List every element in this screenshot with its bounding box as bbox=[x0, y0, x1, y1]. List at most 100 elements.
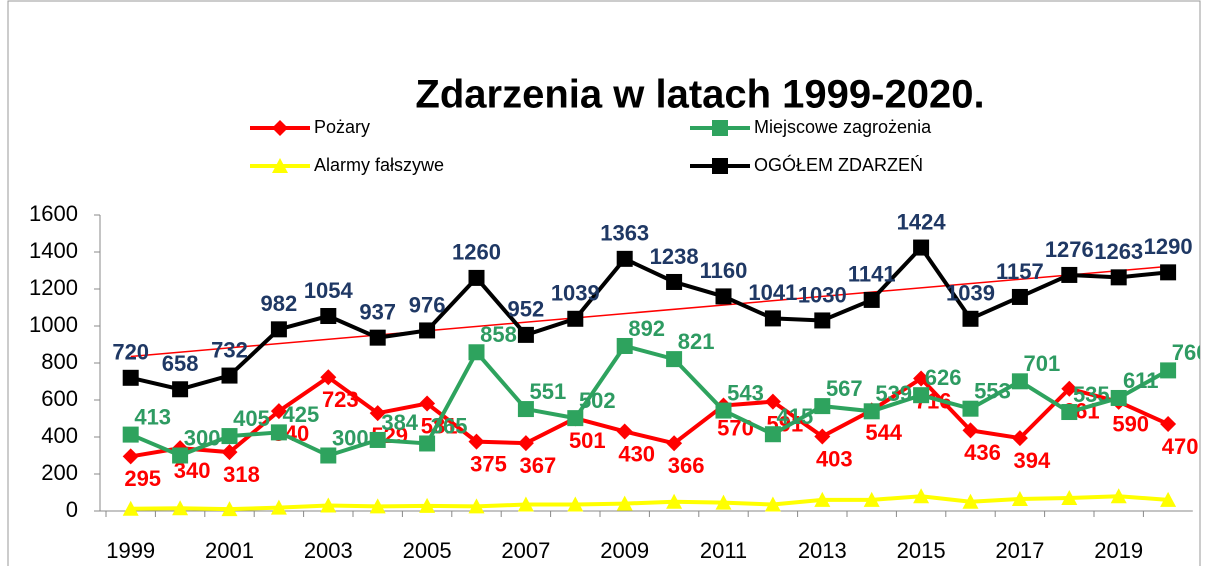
data-label: 1238 bbox=[650, 244, 699, 269]
point bbox=[616, 337, 633, 354]
point bbox=[715, 402, 732, 419]
data-label: 413 bbox=[134, 404, 171, 429]
x-tick-label: 2005 bbox=[403, 538, 452, 563]
data-label: 570 bbox=[717, 415, 754, 440]
point bbox=[270, 424, 287, 441]
data-label: 701 bbox=[1024, 351, 1061, 376]
point bbox=[863, 291, 880, 308]
point bbox=[270, 499, 287, 515]
data-label: 415 bbox=[777, 404, 814, 429]
point bbox=[468, 433, 485, 450]
point bbox=[1160, 491, 1177, 507]
x-tick-label: 2015 bbox=[897, 538, 946, 563]
data-label: 626 bbox=[925, 365, 962, 390]
point bbox=[567, 410, 584, 427]
y-tick-label: 800 bbox=[41, 349, 78, 374]
point bbox=[666, 435, 683, 452]
y-tick-label: 1400 bbox=[29, 238, 78, 263]
data-label: 976 bbox=[409, 292, 446, 317]
legend-label: Miejscowe zagrożenia bbox=[754, 117, 932, 137]
data-label: 982 bbox=[261, 291, 298, 316]
point bbox=[962, 493, 979, 509]
point bbox=[666, 351, 683, 368]
point bbox=[1160, 416, 1177, 433]
data-label: 295 bbox=[124, 466, 161, 491]
data-label: 1054 bbox=[304, 278, 354, 303]
point bbox=[814, 312, 831, 329]
data-label: 1157 bbox=[996, 259, 1044, 284]
point bbox=[1160, 362, 1177, 379]
point bbox=[172, 447, 189, 464]
data-label: 952 bbox=[508, 297, 545, 322]
legend-label: Pożary bbox=[314, 117, 370, 137]
data-label: 732 bbox=[211, 337, 248, 362]
data-label: 436 bbox=[964, 440, 1001, 465]
point bbox=[913, 488, 930, 504]
point bbox=[962, 422, 979, 439]
point bbox=[517, 401, 534, 418]
x-tick-label: 2009 bbox=[600, 538, 649, 563]
data-label: 1039 bbox=[551, 281, 600, 306]
point bbox=[666, 493, 683, 509]
point bbox=[1160, 264, 1177, 281]
point bbox=[567, 310, 584, 327]
point bbox=[764, 426, 781, 443]
point bbox=[221, 444, 238, 461]
point bbox=[369, 431, 386, 448]
point bbox=[369, 405, 386, 422]
data-label: 300 bbox=[332, 425, 369, 450]
data-label: 502 bbox=[579, 388, 616, 413]
data-label: 365 bbox=[431, 413, 468, 438]
data-label: 1030 bbox=[798, 282, 847, 307]
data-label: 544 bbox=[865, 420, 902, 445]
line bbox=[130, 244, 1169, 392]
point bbox=[172, 381, 189, 398]
point bbox=[468, 344, 485, 361]
legend-marker bbox=[712, 158, 728, 174]
point bbox=[764, 393, 781, 410]
point bbox=[1011, 430, 1028, 447]
point bbox=[517, 435, 534, 452]
point bbox=[320, 497, 337, 513]
point bbox=[122, 426, 139, 443]
chart-title: Zdarzenia w latach 1999-2020. bbox=[415, 73, 984, 117]
point bbox=[122, 369, 139, 386]
point bbox=[1061, 404, 1078, 421]
data-label: 567 bbox=[826, 376, 863, 401]
point bbox=[1061, 266, 1078, 283]
point bbox=[270, 321, 287, 338]
data-label: 1290 bbox=[1144, 234, 1193, 259]
point bbox=[814, 491, 831, 507]
y-tick-label: 1600 bbox=[29, 201, 78, 226]
data-label: 760 bbox=[1172, 340, 1208, 365]
data-label: 539 bbox=[875, 381, 912, 406]
point bbox=[270, 403, 287, 420]
point bbox=[962, 310, 979, 327]
y-tick-label: 1200 bbox=[29, 275, 78, 300]
point bbox=[616, 423, 633, 440]
point bbox=[863, 491, 880, 507]
point bbox=[715, 288, 732, 305]
point bbox=[814, 428, 831, 445]
data-label: 1141 bbox=[848, 262, 896, 287]
point bbox=[764, 496, 781, 512]
y-tick-label: 0 bbox=[66, 497, 78, 522]
x-tick-label: 2001 bbox=[205, 538, 254, 563]
point bbox=[468, 269, 485, 286]
point bbox=[1110, 488, 1127, 504]
point bbox=[419, 395, 436, 412]
data-label: 720 bbox=[112, 340, 149, 365]
x-tick-label: 2019 bbox=[1094, 538, 1143, 563]
point bbox=[517, 326, 534, 343]
point bbox=[913, 370, 930, 387]
x-tick-label: 1999 bbox=[106, 538, 155, 563]
data-label: 1041 bbox=[748, 280, 797, 305]
point bbox=[863, 403, 880, 420]
data-label: 403 bbox=[816, 446, 853, 471]
data-label: 553 bbox=[974, 379, 1011, 404]
data-label: 300 bbox=[184, 425, 221, 450]
y-tick-label: 400 bbox=[41, 423, 78, 448]
data-label: 590 bbox=[1112, 412, 1149, 437]
line bbox=[130, 374, 1169, 459]
